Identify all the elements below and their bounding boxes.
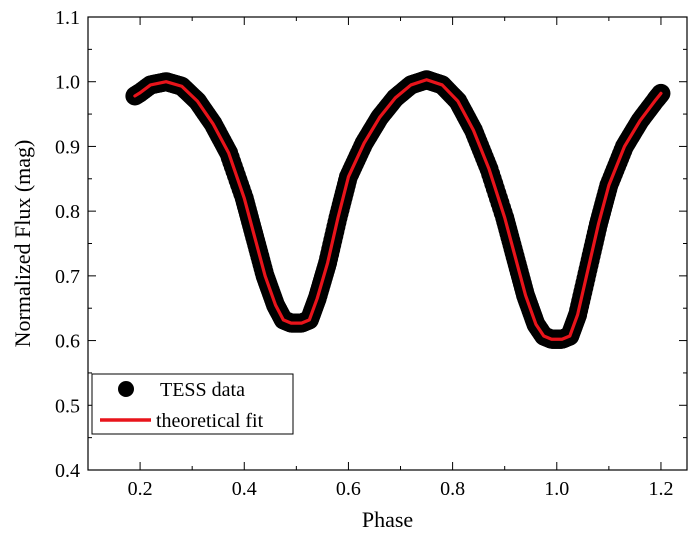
x-tick-label: 1.0 — [544, 478, 569, 500]
legend-label-tess-data: TESS data — [160, 379, 245, 401]
y-tick-label: 1.0 — [55, 72, 80, 94]
y-tick-label: 0.5 — [55, 395, 80, 417]
fit-line — [133, 78, 663, 341]
legend-marker-tess-data — [118, 381, 134, 397]
plot-data-layer — [125, 70, 671, 349]
x-tick-label: 0.6 — [336, 478, 361, 500]
x-axis-title: Phase — [362, 507, 413, 532]
y-tick-label: 0.7 — [55, 266, 80, 288]
axis-ticks: 0.2 0.4 0.6 0.8 1.0 1.2 0.4 0.5 0.6 0.7 0.8 0.9 1.0 1… — [55, 7, 687, 500]
x-tick-label: 1.2 — [648, 478, 673, 500]
y-tick-label: 0.8 — [55, 201, 80, 223]
x-tick-label: 0.8 — [440, 478, 465, 500]
y-tick-label: 0.6 — [55, 331, 80, 353]
x-tick-label: 0.2 — [128, 478, 153, 500]
x-tick-label: 0.4 — [232, 478, 257, 500]
legend-label-theoretical-fit: theoretical fit — [156, 410, 264, 432]
y-axis-title: Normalized Flux (mag) — [10, 140, 35, 348]
y-tick-label: 1.1 — [55, 7, 80, 29]
y-tick-label: 0.4 — [55, 460, 80, 482]
y-tick-label: 0.9 — [55, 136, 80, 158]
legend: TESS data theoretical fit — [91, 373, 294, 435]
